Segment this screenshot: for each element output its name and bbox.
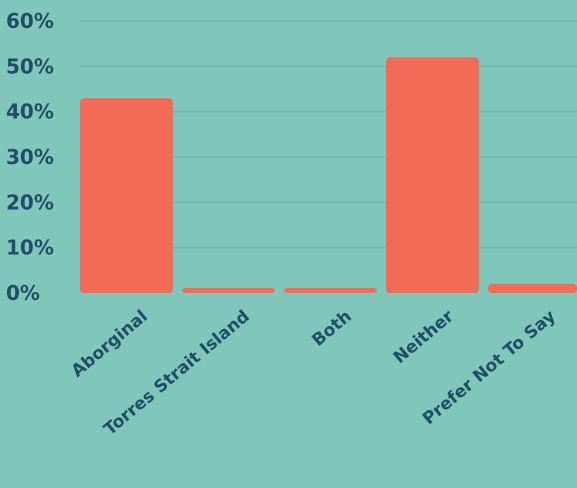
y-tick-label: 40%	[6, 100, 54, 124]
bar	[386, 57, 479, 294]
y-tick-label: 20%	[6, 190, 54, 214]
y-tick-label: 10%	[6, 236, 54, 260]
bars	[80, 57, 577, 294]
y-axis-ticks: 0% 10% 20% 30% 40% 50% 60%	[6, 9, 54, 305]
x-tick-label: Aborginal	[68, 307, 152, 382]
bar	[80, 98, 173, 293]
bar	[182, 288, 275, 293]
y-tick-label: 0%	[6, 281, 40, 305]
x-tick-label: Both	[308, 307, 355, 351]
y-tick-label: 30%	[6, 145, 54, 169]
bar	[488, 283, 577, 293]
x-tick-label: Neither	[390, 306, 458, 368]
y-tick-label: 50%	[6, 54, 54, 78]
y-tick-label: 60%	[6, 9, 54, 33]
bar	[284, 288, 377, 293]
